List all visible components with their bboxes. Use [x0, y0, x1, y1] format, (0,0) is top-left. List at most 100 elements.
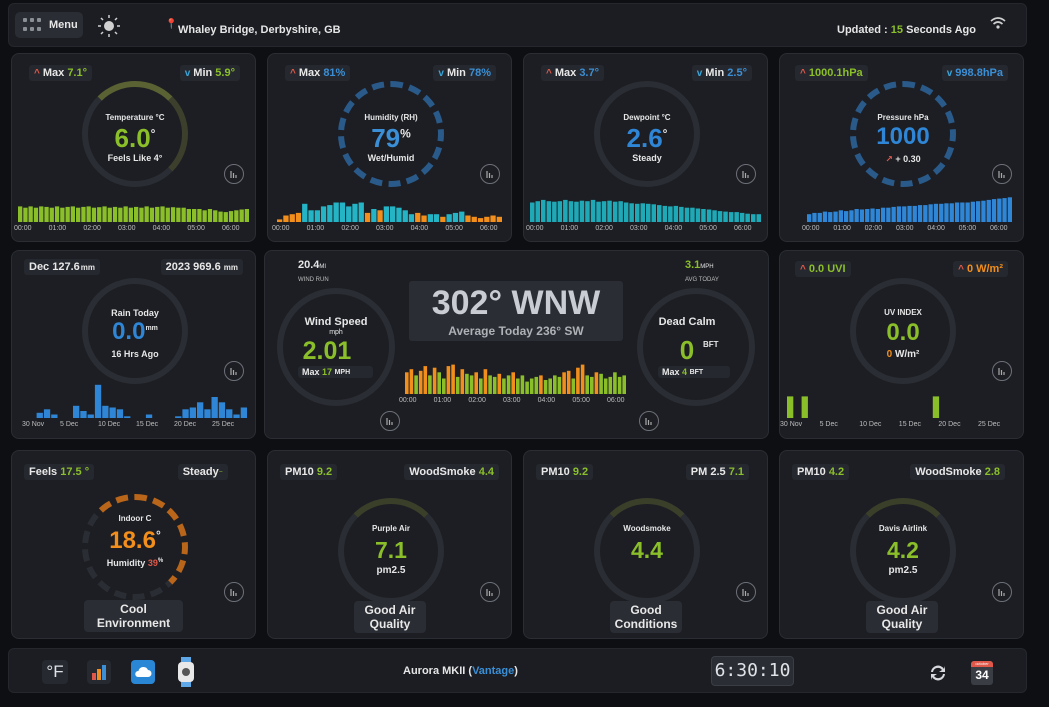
cloud-icon[interactable]	[131, 660, 155, 684]
pressure-title: Pressure hPa	[877, 113, 929, 122]
pressure-card[interactable]: ^ 1000.1hPa v 998.8hPa Pressure hPa 1000 ↗…	[779, 53, 1024, 242]
purpleair-card[interactable]: PM10 9.2 WoodSmoke 4.4 Purple Air 7.1 pm…	[267, 450, 512, 639]
chart-icon[interactable]	[992, 361, 1012, 381]
wind-bar	[548, 378, 552, 394]
uv-index-today: ^ 0.0 UVI	[795, 261, 851, 277]
pressure-bar	[902, 206, 907, 222]
chart-icon[interactable]	[224, 361, 244, 381]
chart-icon[interactable]	[380, 411, 400, 431]
temp-tick: 04:00	[152, 225, 171, 232]
calendar-icon[interactable]: october 34	[971, 661, 993, 685]
calendar-month: october	[971, 661, 993, 667]
temp-bar	[155, 206, 160, 222]
temp-axis: 00:00 01:00 02:00 03:00 04:00 05:00 06:00	[12, 225, 257, 235]
pressure-bar	[828, 212, 833, 222]
indoor-card[interactable]: Feels 17.5 ° Steady ⁻ Indoor C 18.6° Humi…	[11, 450, 256, 639]
chart-icon[interactable]	[639, 411, 659, 431]
chart-icon[interactable]	[480, 164, 500, 184]
chart-icon[interactable]	[480, 582, 500, 602]
dewpoint-bar	[695, 208, 701, 222]
rain-bar	[94, 384, 102, 418]
temp-bar	[181, 207, 186, 222]
rain-card[interactable]: Dec 127.6 mm 2023 969.6 mm Rain Today 0.0…	[11, 250, 256, 439]
dewpoint-card[interactable]: ^ Max 3.7° v Min 2.5° Dewpoint °C 2.6° Ste…	[523, 53, 768, 242]
purpleair-footer: Good Air Quality	[354, 601, 426, 633]
menu-button[interactable]: Menu	[15, 12, 83, 38]
humidity-title: Humidity (RH)	[364, 113, 418, 122]
unit-toggle-button[interactable]: °F	[42, 660, 68, 684]
dewpoint-bar	[657, 205, 662, 222]
humidity-bar	[484, 216, 490, 222]
purpleair-sub: pm2.5	[376, 565, 406, 576]
wind-bar	[622, 375, 626, 394]
wind-bar	[608, 376, 613, 394]
menu-label: Menu	[49, 19, 78, 31]
humidity-bar	[289, 214, 295, 222]
pressure-bar	[854, 209, 859, 222]
chart-icon[interactable]	[992, 582, 1012, 602]
temp-bar	[60, 207, 65, 222]
pressure-bar	[849, 210, 854, 222]
woodsmoke-pm25: PM 2.5 7.1	[685, 464, 749, 480]
chart-icon[interactable]	[992, 164, 1012, 184]
rain-bar	[204, 409, 211, 418]
pressure-bar	[817, 212, 822, 222]
wind-bar	[405, 372, 409, 394]
temperature-card[interactable]: ^ Max 7.1° v Min 5.9° Temperature °C 6.0° …	[11, 53, 256, 242]
humidity-bar	[371, 209, 377, 222]
woodsmoke-card[interactable]: PM10 9.2 PM 2.5 7.1 Woodsmoke 4.4 Good Co…	[523, 450, 768, 639]
chart-icon[interactable]	[736, 164, 756, 184]
humidity-history-chart	[277, 202, 502, 222]
wind-avg-direction: Average Today 236° SW	[448, 324, 584, 338]
chevron-up-icon: ^	[290, 67, 296, 79]
pressure-tick: 05:00	[958, 225, 977, 232]
temp-bar	[23, 207, 28, 222]
location[interactable]: Whaley Bridge, Derbyshire, GB	[178, 24, 341, 36]
temp-bar	[223, 212, 228, 222]
chart-icon[interactable]	[224, 582, 244, 602]
pressure-tick: 04:00	[927, 225, 945, 232]
pressure-bar	[807, 214, 812, 222]
rain-bar	[218, 402, 226, 418]
theme-toggle-sun-icon[interactable]	[97, 14, 121, 38]
airlink-value: 4.2	[887, 537, 919, 563]
wind-bar	[525, 381, 529, 394]
chart-icon[interactable]	[736, 582, 756, 602]
dewpoint-bar	[739, 212, 745, 222]
temp-bar	[91, 207, 97, 222]
indoor-humidity: Humidity 39%	[106, 558, 164, 568]
location-pin-icon: 📍	[165, 19, 178, 30]
dewpoint-bar	[728, 212, 734, 222]
dewpoint-tick: 02:00	[595, 225, 613, 232]
rain-bar	[73, 405, 80, 418]
rain-bar	[36, 412, 43, 418]
uv-tick: 25 Dec	[978, 421, 1001, 428]
refresh-icon[interactable]	[927, 662, 949, 684]
wind-bar	[460, 369, 465, 394]
chevron-up-icon: ^	[958, 263, 964, 275]
indoor-feels: Feels 17.5 °	[24, 464, 95, 480]
pressure-bar	[933, 203, 939, 222]
temp-bar	[139, 207, 144, 222]
wind-avg: 3.1MPH AVG TODAY	[685, 259, 719, 284]
pressure-bar	[939, 203, 944, 222]
bar-chart-icon[interactable]	[87, 660, 111, 684]
temp-bar	[228, 211, 234, 222]
chart-icon[interactable]	[224, 164, 244, 184]
pressure-bar	[923, 205, 928, 222]
rain-title: Rain Today	[111, 308, 159, 318]
chevron-up-icon: ^	[800, 67, 806, 79]
airlink-card[interactable]: PM10 4.2 WoodSmoke 2.8 Davis Airlink 4.2…	[779, 450, 1024, 639]
humidity-bar	[408, 214, 415, 222]
pressure-bar	[976, 201, 981, 222]
dewpoint-bar	[640, 203, 645, 222]
humidity-card[interactable]: ^ Max 81% v Min 78% Humidity (RH) 79% Wet/…	[267, 53, 512, 242]
uv-history-chart	[787, 396, 940, 418]
dewpoint-bar	[612, 201, 618, 222]
dewpoint-bar	[651, 204, 656, 222]
uv-card[interactable]: ^ 0.0 UVI ^ 0 W/m² UV INDEX 0.0 0 W/m² 30 …	[779, 250, 1024, 439]
temp-title: Temperature °C	[105, 113, 165, 122]
wind-card[interactable]: 20.4MI WIND RUN 3.1MPH AVG TODAY 302° WN…	[264, 250, 769, 439]
woodsmoke-pm10: PM10 9.2	[536, 464, 594, 480]
watch-icon[interactable]	[176, 657, 196, 687]
